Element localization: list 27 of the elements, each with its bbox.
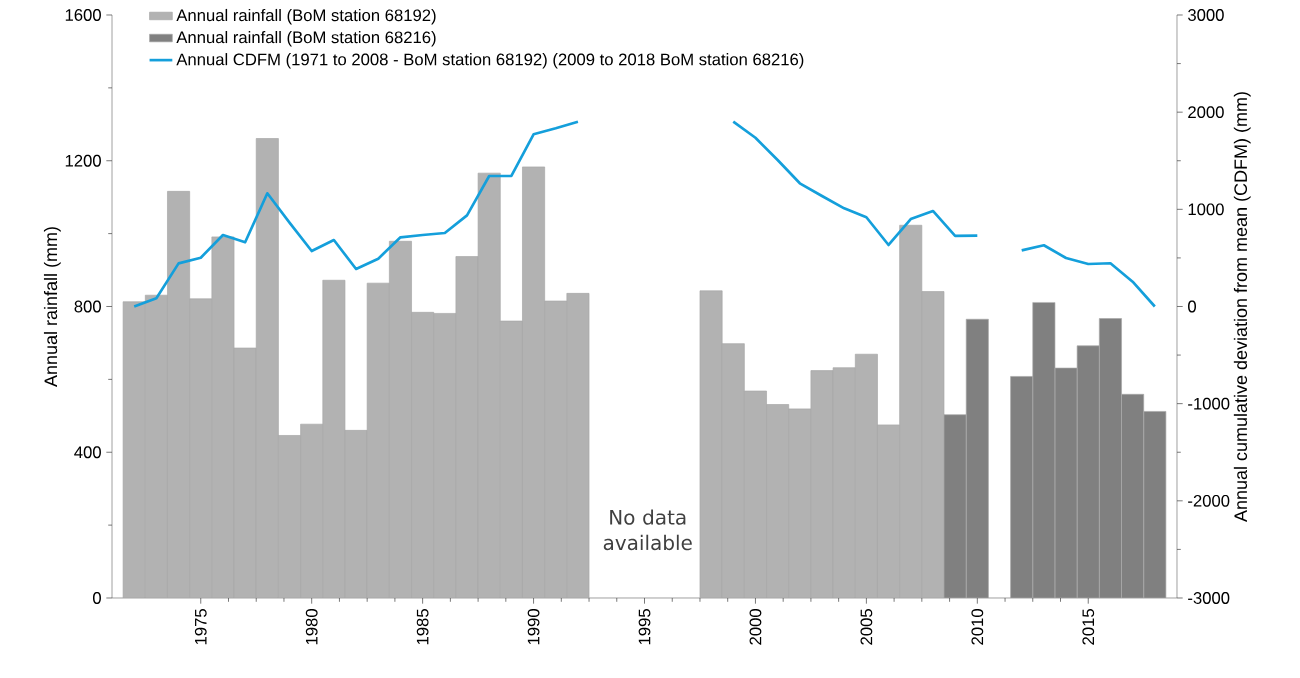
x-tick-label: 2000 xyxy=(749,609,762,645)
x-tick-label: 1995 xyxy=(638,609,651,645)
x-tick-label: 1980 xyxy=(305,609,318,645)
y2-tick-label: 2000 xyxy=(1188,106,1224,119)
y-tick-label: 800 xyxy=(74,300,101,313)
x-tick-label: 2005 xyxy=(860,609,873,645)
x-tick-label: 1990 xyxy=(527,609,540,645)
y2-tick-label: 0 xyxy=(1188,300,1197,313)
y2-tick-label: -2000 xyxy=(1188,494,1230,507)
x-tick-label: 2015 xyxy=(1082,609,1095,645)
x-tick-label: 1975 xyxy=(194,609,207,645)
y2-tick-label: -1000 xyxy=(1188,397,1230,410)
y2-axis-title: Annual cumulative deviation from mean (CDFM) (mm) xyxy=(1233,92,1251,523)
legend-label: Annual rainfall (BoM station 68192) xyxy=(176,8,436,25)
y2-tick-label: -3000 xyxy=(1188,592,1230,604)
annotation: No data available xyxy=(603,509,692,551)
y-tick-label: 0 xyxy=(93,592,101,604)
y2-tick-label: 1000 xyxy=(1188,203,1224,216)
y-tick-label: 1200 xyxy=(65,154,101,167)
legend-label: Annual rainfall (BoM station 68216) xyxy=(176,31,436,47)
x-tick-label: 2010 xyxy=(971,609,984,645)
y-tick-label: 1600 xyxy=(65,9,101,21)
y-tick-label: 400 xyxy=(74,446,101,459)
legend-label: Annual CDFM (1971 to 2008 - BoM station 68192) (2009 to 2018 BoM station 68216) xyxy=(176,53,804,69)
x-tick-label: 1985 xyxy=(416,609,429,645)
y2-tick-label: 3000 xyxy=(1188,9,1224,21)
y-axis-title: Annual rainfall (mm) xyxy=(43,227,61,387)
